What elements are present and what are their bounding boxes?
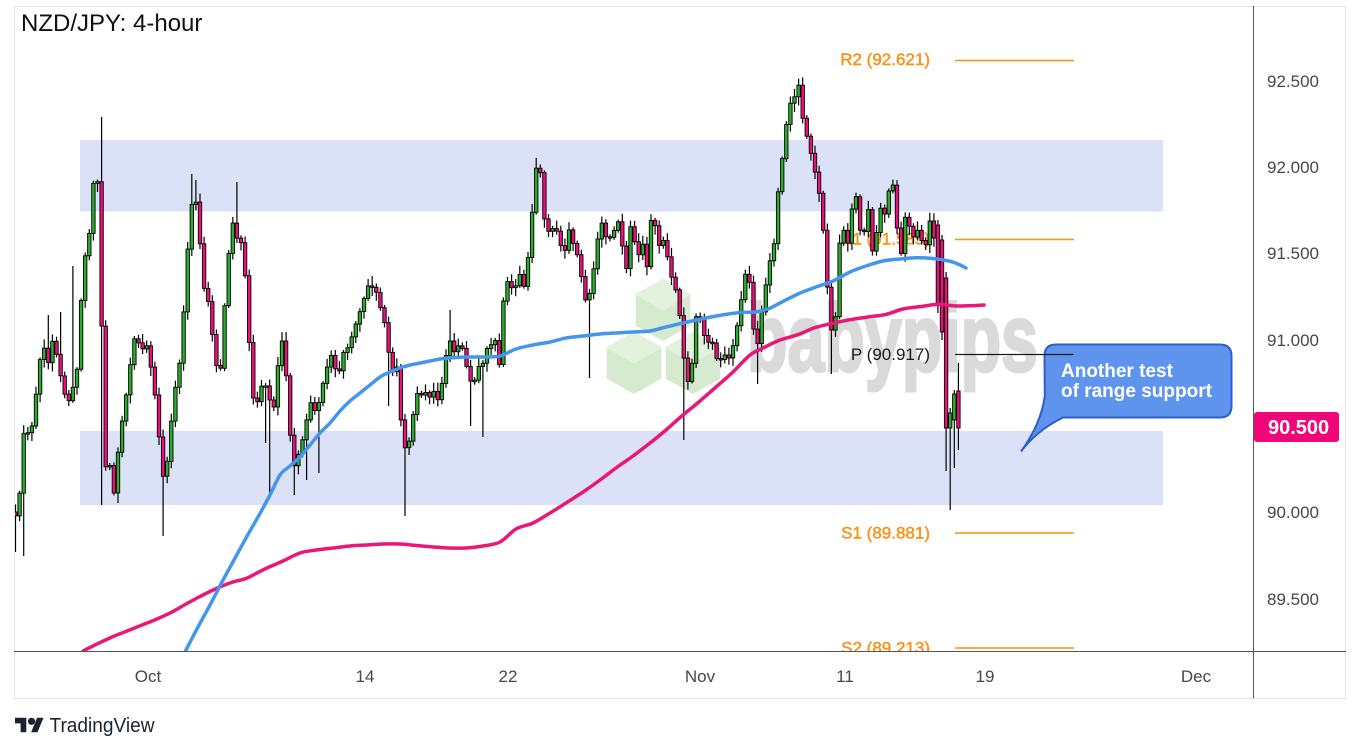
svg-text:Nov: Nov [685, 667, 716, 686]
svg-text:Oct: Oct [135, 667, 162, 686]
svg-text:Dec: Dec [1181, 667, 1212, 686]
svg-text:S2 (89.213): S2 (89.213) [841, 639, 930, 658]
svg-text:14: 14 [356, 667, 375, 686]
svg-text:22: 22 [499, 667, 518, 686]
svg-text:NZD/JPY: 4-hour: NZD/JPY: 4-hour [21, 10, 202, 37]
svg-text:S1 (89.881): S1 (89.881) [841, 524, 930, 543]
svg-text:90.500: 90.500 [1268, 417, 1329, 439]
svg-text:91.000: 91.000 [1267, 331, 1319, 350]
svg-text:92.000: 92.000 [1267, 158, 1319, 177]
svg-text:Another test: Another test [1061, 361, 1174, 382]
svg-text:19: 19 [976, 667, 995, 686]
svg-text:89.500: 89.500 [1267, 590, 1319, 609]
svg-text:R1 (91.585): R1 (91.585) [840, 230, 930, 249]
svg-text:babypips: babypips [747, 284, 1038, 392]
svg-text:90.000: 90.000 [1267, 503, 1319, 522]
svg-text:11: 11 [836, 667, 854, 686]
svg-text:92.500: 92.500 [1267, 72, 1319, 91]
svg-text:R2 (92.621): R2 (92.621) [840, 50, 930, 69]
svg-text:P (90.917): P (90.917) [851, 345, 930, 364]
svg-text:TradingView: TradingView [50, 715, 156, 737]
svg-text:91.500: 91.500 [1267, 244, 1319, 263]
svg-text:of range support: of range support [1061, 381, 1213, 402]
